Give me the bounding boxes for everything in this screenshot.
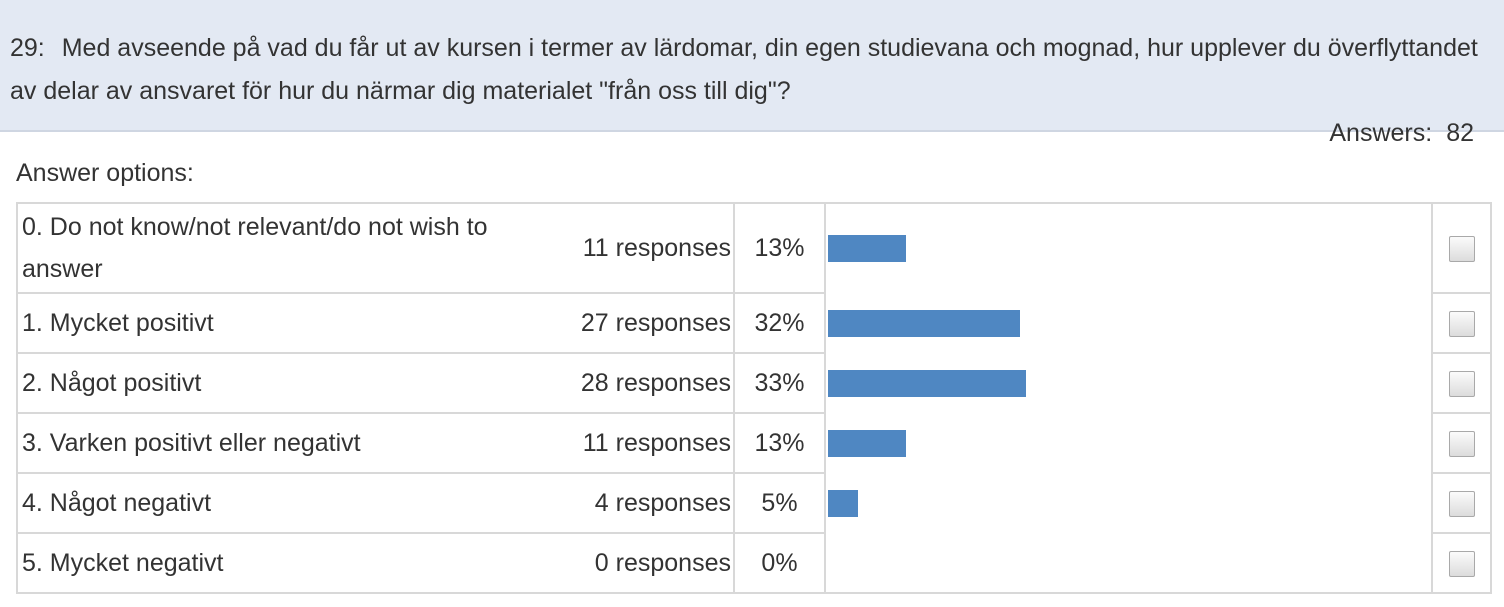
option-bar [828,235,906,262]
option-label: 0. Do not know/not relevant/do not wish … [16,202,574,294]
question-header: 29: Med avseende på vad du får ut av kur… [0,0,1504,132]
answers-count: Answers: 82 [1329,116,1474,150]
option-responses: 27 responses [574,292,735,354]
option-percent: 32% [733,292,826,354]
option-checkbox[interactable] [1448,490,1475,517]
answer-options-label: Answer options: [16,159,194,187]
option-percent: 13% [733,202,826,294]
option-bar [828,489,858,517]
answers-label: Answers: [1329,119,1433,147]
option-label: 4. Något negativt [16,472,574,534]
option-bar [828,309,1020,337]
option-checkbox[interactable] [1448,430,1475,457]
option-percent: 33% [733,352,826,414]
option-responses: 0 responses [574,532,735,594]
option-percent: 5% [733,472,826,534]
option-checkbox[interactable] [1448,550,1475,577]
option-responses: 11 responses [574,412,735,474]
answers-value: 82 [1446,119,1474,147]
question-number: 29: [10,34,45,62]
option-percent: 13% [733,412,826,474]
option-label: 2. Något positivt [16,352,574,414]
option-bar [828,369,1026,397]
answer-options-table: 0. Do not know/not relevant/do not wish … [16,202,1492,594]
option-bar [828,429,906,457]
question-text: Med avseende på vad du får ut av kursen … [10,34,1478,105]
option-label: 1. Mycket positivt [16,292,574,354]
option-checkbox[interactable] [1448,370,1475,397]
option-row: 5. Mycket negativt 0 responses 0% [16,532,1492,594]
option-row: 2. Något positivt 28 responses 33% [16,352,1492,414]
option-checkbox[interactable] [1448,235,1475,262]
option-responses: 4 responses [574,472,735,534]
question-text-block: 29: Med avseende på vad du får ut av kur… [10,27,1490,113]
option-percent: 0% [733,532,826,594]
option-row: 4. Något negativt 4 responses 5% [16,472,1492,534]
option-row: 1. Mycket positivt 27 responses 32% [16,292,1492,354]
option-responses: 28 responses [574,352,735,414]
option-label: 3. Varken positivt eller negativt [16,412,574,474]
option-checkbox[interactable] [1448,310,1475,337]
option-responses: 11 responses [574,202,735,294]
option-row: 0. Do not know/not relevant/do not wish … [16,202,1492,294]
option-label: 5. Mycket negativt [16,532,574,594]
option-row: 3. Varken positivt eller negativt 11 res… [16,412,1492,474]
